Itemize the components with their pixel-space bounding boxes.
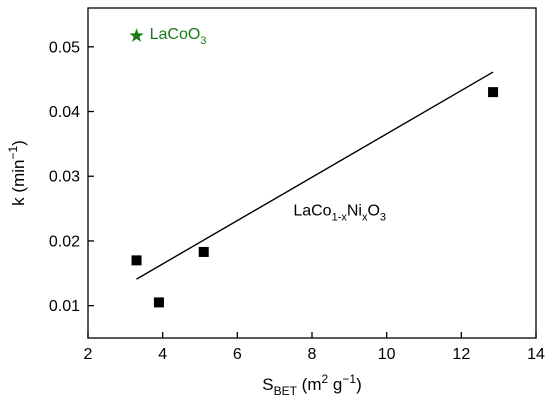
square-marker (488, 87, 499, 98)
y-tick-label: 0.02 (49, 233, 80, 250)
x-tick-label: 8 (308, 346, 317, 363)
y-tick-label: 0.05 (49, 39, 80, 56)
x-axis-ticks: 2 4 6 8 10 12 14 (84, 332, 545, 363)
y-axis-label: k (min−1) (6, 140, 28, 206)
data-marks (129, 28, 499, 308)
x-tick-label: 6 (233, 346, 242, 363)
x-tick-label: 10 (378, 346, 396, 363)
x-tick-label: 12 (452, 346, 470, 363)
fit-line-group (136, 71, 494, 280)
square-marker (198, 246, 209, 257)
y-tick-label: 0.04 (49, 104, 80, 121)
x-tick-label: 2 (84, 346, 93, 363)
annotation-lacoo3: LaCoO3 (150, 26, 207, 47)
y-tick-label: 0.01 (49, 298, 80, 315)
star-marker (129, 28, 144, 42)
fit-line (136, 71, 494, 280)
plot-frame (87, 7, 537, 339)
x-tick-label: 14 (527, 346, 545, 363)
y-axis-ticks: 0.01 0.02 0.03 0.04 0.05 (49, 39, 94, 315)
square-marker (131, 255, 142, 266)
annotation-laconi: LaCo1-xNixO3 (293, 203, 386, 224)
y-tick-label: 0.03 (49, 169, 80, 186)
x-tick-label: 4 (158, 346, 167, 363)
annotations: LaCoO3 LaCo1-xNixO3 (150, 26, 386, 224)
square-marker (153, 297, 164, 308)
x-axis-label: SBET (m2 g−1) (262, 372, 361, 398)
